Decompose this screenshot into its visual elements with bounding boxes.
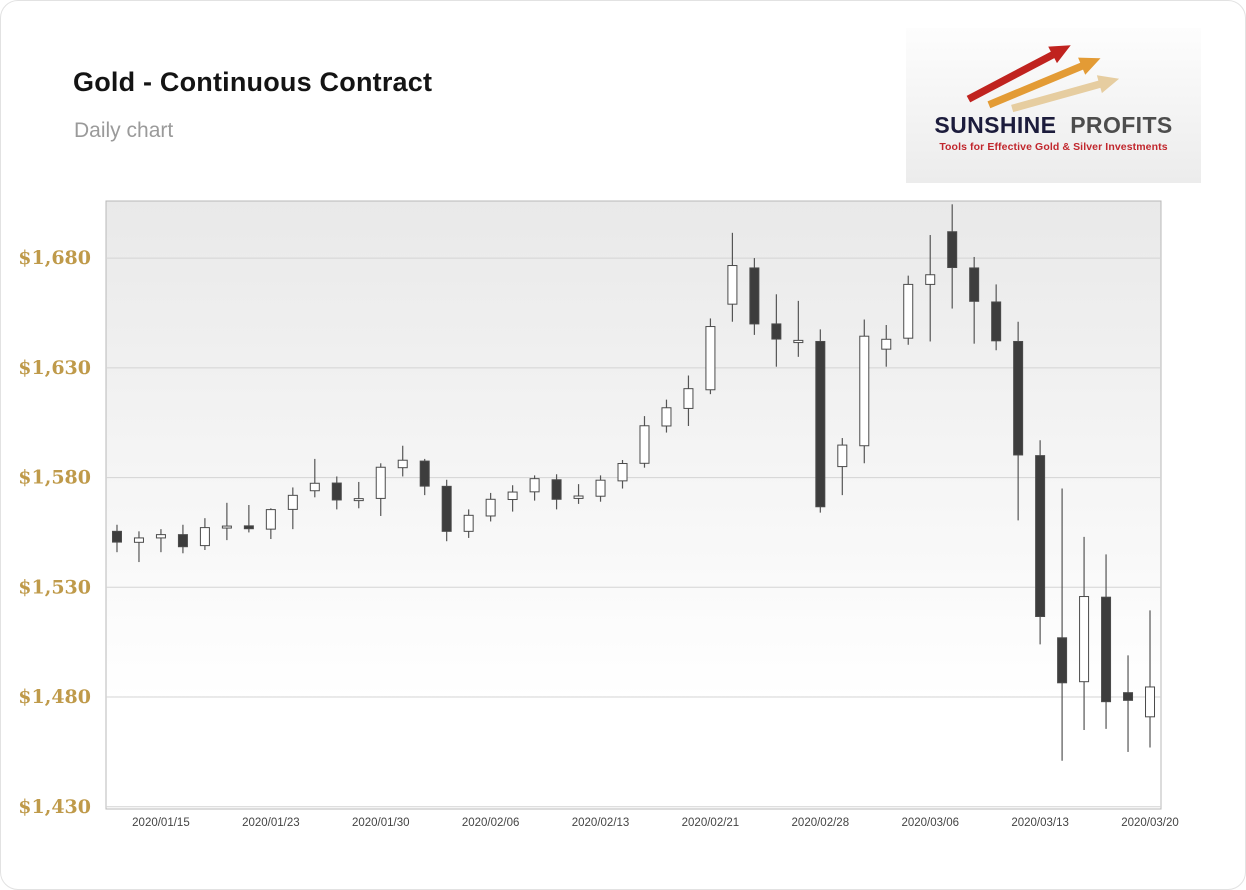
svg-text:2020/03/20: 2020/03/20 [1121,817,1179,829]
svg-text:$1,530: $1,530 [18,576,91,598]
logo-brand: SUNSHINE PROFITS [934,114,1172,137]
logo-arrow-red [966,45,1071,103]
svg-text:$1,430: $1,430 [18,796,91,818]
svg-text:2020/02/13: 2020/02/13 [572,817,630,829]
page-subtitle: Daily chart [74,119,174,142]
svg-text:2020/03/13: 2020/03/13 [1011,817,1069,829]
svg-text:$1,580: $1,580 [18,467,91,489]
svg-text:2020/01/15: 2020/01/15 [132,817,190,829]
logo-arrow-tan [1010,75,1119,113]
page-title: Gold - Continuous Contract [73,67,433,97]
svg-text:2020/03/06: 2020/03/06 [901,817,959,829]
svg-text:2020/01/23: 2020/01/23 [242,817,300,829]
sunshine-profits-logo: SUNSHINE PROFITS Tools for Effective Gol… [906,28,1201,183]
svg-text:2020/02/06: 2020/02/06 [462,817,520,829]
logo-brand-secondary: PROFITS [1070,112,1173,138]
svg-text:2020/02/21: 2020/02/21 [682,817,740,829]
logo-arrows-icon [966,45,1119,113]
logo-brand-primary: SUNSHINE [934,112,1057,138]
svg-text:2020/02/28: 2020/02/28 [792,817,850,829]
logo-tagline: Tools for Effective Gold & Silver Invest… [939,141,1168,153]
svg-text:2020/01/30: 2020/01/30 [352,817,410,829]
svg-text:$1,680: $1,680 [18,247,91,269]
svg-text:$1,480: $1,480 [18,686,91,708]
svg-text:$1,630: $1,630 [18,357,91,379]
logo-arrow-gold [987,57,1100,109]
